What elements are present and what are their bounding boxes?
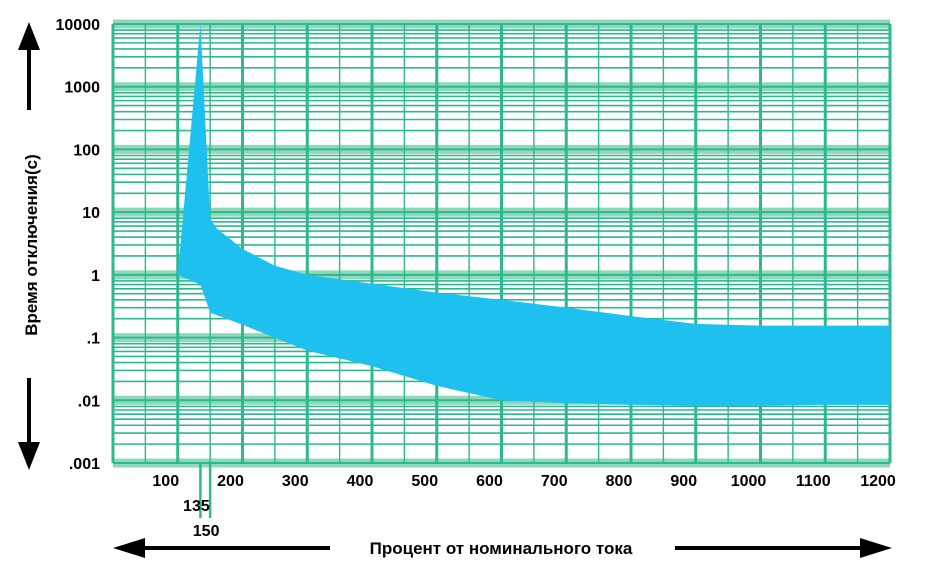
y-tick-label: 1 [91, 268, 100, 285]
y-axis-ticks: 10000 1000 100 10 1 .1 .01 .001 [56, 17, 101, 473]
x-tick-label: 600 [476, 473, 503, 490]
x-tick-label: 700 [541, 473, 568, 490]
x-tick-label: 1000 [731, 473, 767, 490]
y-axis-arrow [18, 22, 40, 470]
x-tick-label: 800 [606, 473, 633, 490]
y-tick-label: 10 [82, 205, 100, 222]
x-tick-label: 200 [217, 473, 244, 490]
y-tick-label: .1 [87, 331, 100, 348]
y-tick-label: 1000 [64, 80, 100, 97]
x-axis-arrow [113, 538, 892, 558]
x-tick-label: 1100 [796, 473, 831, 490]
x-tick-label: 400 [347, 473, 374, 490]
y-tick-label: .01 [78, 393, 100, 410]
x-tick-label: 100 [152, 473, 179, 490]
y-tick-label: 10000 [56, 17, 101, 34]
trip-time-band [177, 24, 890, 406]
y-axis-label: Время отключения(c) [22, 154, 41, 336]
x-tick-label: 500 [411, 473, 438, 490]
x-tick-label: 300 [282, 473, 309, 490]
extra-tick-markers [199, 463, 212, 518]
x-tick-label-extra: 150 [193, 523, 220, 540]
y-tick-label: .001 [69, 456, 100, 473]
x-axis-ticks: 100 200 300 400 500 600 700 800 900 1000 1100 1200 1… [152, 473, 896, 540]
x-tick-label: 1200 [860, 473, 896, 490]
x-tick-label-extra: 135 [183, 498, 210, 515]
x-tick-label: 900 [670, 473, 697, 490]
x-axis-label: Процент от номинального тока [370, 539, 633, 558]
y-tick-label: 100 [73, 142, 100, 159]
